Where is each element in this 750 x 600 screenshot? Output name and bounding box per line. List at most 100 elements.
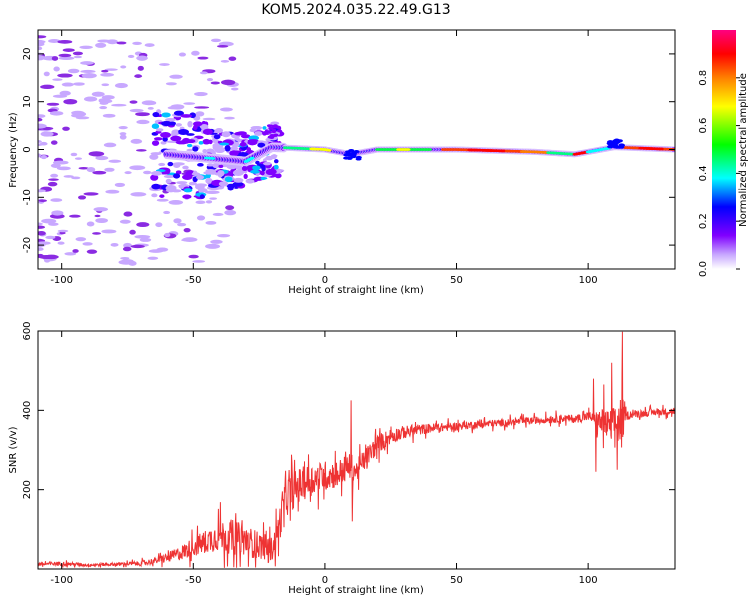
spectral-blob — [250, 169, 260, 174]
spectral-blob — [38, 114, 46, 118]
y-tick-label: 0 — [22, 146, 33, 152]
spectral-blob — [165, 178, 172, 184]
spectral-blob — [43, 71, 50, 77]
spectral-blob — [105, 189, 120, 194]
figure-title: KOM5.2024.035.22.49.G13 — [261, 2, 450, 18]
spectral-blob — [275, 125, 281, 129]
spectral-blob — [165, 117, 177, 122]
spectral-blob — [176, 181, 188, 185]
spectral-blob — [607, 141, 614, 145]
spectral-blob — [186, 143, 193, 148]
spectral-blob — [232, 169, 244, 176]
spectral-blob — [56, 166, 71, 171]
spectral-blob — [192, 260, 206, 263]
spectral-blob — [63, 175, 74, 178]
spectral-blob — [88, 151, 105, 157]
spectral-blob — [38, 254, 54, 259]
spectral-blob — [134, 235, 151, 239]
x-tick-label: 100 — [579, 575, 598, 586]
spectral-blob — [151, 183, 161, 190]
spectral-blob — [246, 147, 252, 152]
spectral-blob — [182, 165, 189, 170]
spectral-blob — [100, 72, 115, 77]
spectral-blob — [187, 120, 193, 128]
spectral-blob — [205, 243, 221, 249]
y-tick-label: 200 — [22, 480, 33, 499]
spectral-blob — [38, 46, 43, 51]
spectral-blob — [164, 232, 171, 238]
spectral-blob — [195, 200, 206, 205]
spectral-blob — [260, 170, 265, 176]
spectral-blob — [202, 138, 211, 145]
spectral-blob — [158, 162, 166, 167]
spectral-blob — [40, 131, 54, 137]
spectral-blob — [52, 160, 69, 165]
spectral-blob — [149, 154, 159, 160]
spectral-blob — [209, 197, 217, 200]
spectral-blob — [58, 56, 75, 60]
spectral-blob — [80, 61, 94, 65]
y-tick-label: 600 — [22, 321, 33, 340]
spectral-blob — [38, 117, 43, 122]
spectral-blob — [38, 247, 44, 251]
spectral-blob — [41, 218, 57, 224]
spectral-blob — [130, 138, 143, 144]
spectral-blob — [177, 129, 190, 135]
spectral-blob — [119, 132, 127, 136]
x-tick-label: -50 — [185, 575, 201, 586]
colorbar-tick-label: 0.0 — [698, 261, 709, 277]
spectral-blob — [159, 194, 165, 198]
spectral-blob — [118, 84, 128, 88]
spectral-blob — [239, 142, 247, 147]
spectral-blob — [227, 186, 234, 191]
spectral-blob — [266, 124, 272, 128]
spectral-blob — [229, 150, 239, 157]
spectral-blob — [78, 195, 87, 200]
spectral-blob — [132, 41, 142, 46]
spectral-blob — [86, 166, 96, 173]
spectral-blob — [237, 152, 249, 158]
spectral-blob — [160, 120, 173, 127]
spectral-blob — [173, 218, 182, 224]
spectral-blob — [75, 237, 87, 242]
spectral-blob — [427, 148, 433, 151]
spectral-blob — [151, 170, 163, 176]
spectral-blob — [53, 66, 60, 72]
spectral-blob — [171, 129, 179, 135]
spectral-blob — [40, 154, 47, 160]
snr-x-ticks: -100 -50 0 50 100 — [50, 331, 598, 586]
x-tick-label: 100 — [579, 275, 598, 286]
spectral-blob — [195, 184, 205, 190]
spectral-blob — [245, 179, 255, 184]
spectral-blob — [50, 140, 58, 145]
spectral-blob — [129, 108, 144, 113]
spectral-blob — [136, 55, 148, 61]
spectral-blob — [50, 163, 61, 168]
spectral-blob — [208, 139, 213, 145]
spectral-blob — [104, 167, 115, 172]
spectral-blob — [273, 164, 279, 170]
spectral-blob — [178, 52, 187, 57]
spectral-blob — [147, 106, 154, 110]
spectral-blob — [177, 222, 187, 227]
y-tick-label: 400 — [22, 401, 33, 420]
spectral-blob — [167, 161, 174, 167]
spectral-blob — [156, 247, 169, 252]
spectral-blob — [51, 210, 64, 216]
spectral-blob — [266, 168, 277, 175]
spectral-blob — [196, 215, 206, 221]
spectral-blob — [38, 222, 43, 226]
spectral-blob — [234, 131, 244, 136]
spectral-blob — [225, 205, 235, 211]
spectral-blob — [102, 113, 116, 118]
spectral-blob — [86, 221, 95, 227]
spectral-blob — [120, 65, 127, 69]
spectral-blob — [150, 174, 159, 181]
spectral-blob — [123, 211, 133, 217]
spectrogram-x-label: Height of straight line (km) — [288, 285, 424, 296]
spectral-blob — [61, 82, 75, 87]
spectral-blob — [101, 83, 110, 87]
spectral-blob — [199, 71, 208, 75]
spectral-blob — [216, 44, 229, 48]
